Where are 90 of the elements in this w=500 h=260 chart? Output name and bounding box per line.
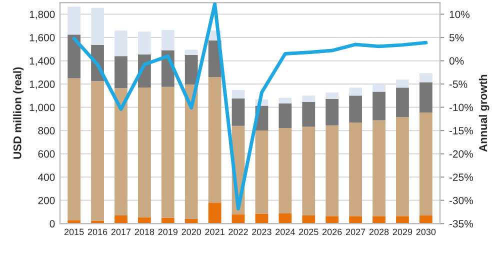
bar bbox=[138, 88, 151, 218]
bar bbox=[396, 116, 409, 216]
y-tick-label: 600 bbox=[38, 150, 55, 158]
y-tick-label: 400 bbox=[38, 174, 55, 181]
y-tick-label: 1,600 bbox=[30, 34, 55, 43]
x-tick-label: 2026 bbox=[322, 228, 342, 236]
bar bbox=[184, 54, 198, 85]
bar bbox=[68, 6, 81, 35]
bar bbox=[372, 120, 386, 216]
x-tick-label: 2021 bbox=[205, 228, 224, 236]
bar bbox=[161, 30, 174, 50]
y2-axis-title: Annual growth bbox=[478, 74, 490, 152]
bar bbox=[396, 216, 409, 224]
x-tick-label: 2017 bbox=[111, 228, 131, 236]
bar bbox=[114, 30, 128, 56]
x-tick-label: 2025 bbox=[299, 228, 318, 236]
bar bbox=[349, 122, 362, 216]
bar bbox=[161, 86, 174, 218]
x-tick-label: 2022 bbox=[228, 228, 248, 236]
bar bbox=[396, 88, 409, 117]
bar bbox=[114, 56, 128, 88]
y2-tick-label: -20% bbox=[449, 150, 473, 158]
bar bbox=[396, 80, 409, 88]
y-tick-label: 800 bbox=[38, 127, 55, 134]
bar bbox=[184, 50, 198, 55]
y2-tick-label: -25% bbox=[449, 174, 473, 181]
bar bbox=[278, 98, 292, 104]
y2-tick-label: -10% bbox=[449, 104, 473, 112]
bar bbox=[372, 92, 386, 120]
bar bbox=[255, 214, 268, 224]
bar bbox=[326, 216, 339, 224]
y-tick-label: 1,400 bbox=[30, 57, 55, 66]
bar bbox=[349, 88, 362, 96]
bar bbox=[372, 216, 386, 224]
bar bbox=[208, 77, 222, 203]
bar bbox=[302, 102, 316, 127]
bar bbox=[91, 8, 104, 46]
y-tick-label: 1,800 bbox=[30, 10, 55, 20]
bar bbox=[91, 81, 104, 221]
x-tick-label: 2029 bbox=[392, 228, 412, 236]
y-axis-title: USD million (real) bbox=[13, 67, 24, 159]
x-tick-label: 2023 bbox=[252, 228, 272, 236]
bar bbox=[232, 98, 245, 126]
x-tick-label: 2020 bbox=[182, 228, 202, 236]
y-tick-label: 1,000 bbox=[30, 104, 55, 112]
bar bbox=[114, 88, 128, 216]
bar bbox=[138, 32, 151, 54]
bar bbox=[232, 90, 245, 99]
y2-tick-label: -30% bbox=[449, 196, 473, 204]
bar bbox=[326, 125, 339, 216]
x-tick-label: 2027 bbox=[346, 228, 366, 236]
bar bbox=[326, 92, 339, 100]
line-series bbox=[72, 2, 428, 210]
bar bbox=[68, 34, 81, 78]
bar bbox=[114, 215, 128, 224]
bar bbox=[138, 217, 151, 224]
bar bbox=[372, 84, 386, 92]
bar bbox=[302, 215, 316, 224]
bar bbox=[419, 73, 432, 82]
bar bbox=[278, 213, 292, 224]
bar bbox=[349, 96, 362, 123]
bar bbox=[68, 78, 81, 220]
bar bbox=[349, 216, 362, 224]
y-tick-label: 200 bbox=[38, 196, 55, 204]
y2-tick-label: -15% bbox=[449, 127, 473, 134]
bar bbox=[184, 84, 198, 219]
y2-tick-label: 10% bbox=[450, 10, 470, 18]
bar bbox=[278, 128, 292, 214]
x-tick-label: 2030 bbox=[416, 228, 436, 236]
bar bbox=[255, 130, 268, 214]
x-tick-label: 2015 bbox=[64, 228, 84, 236]
bar bbox=[419, 82, 432, 113]
bar bbox=[326, 99, 339, 126]
x-tick-label: 2028 bbox=[369, 228, 389, 236]
bar bbox=[419, 112, 432, 216]
y-tick-label: 1,200 bbox=[30, 80, 55, 90]
bar bbox=[302, 126, 316, 216]
x-tick-label: 2019 bbox=[158, 228, 178, 236]
bar bbox=[278, 103, 292, 128]
bar bbox=[208, 202, 222, 224]
bar bbox=[419, 215, 432, 224]
x-tick-label: 2016 bbox=[88, 228, 108, 236]
y2-tick-label: 0% bbox=[449, 57, 464, 65]
x-tick-label: 2018 bbox=[134, 228, 154, 236]
y2-tick-label: 5% bbox=[449, 34, 464, 42]
x-tick-label: 2024 bbox=[276, 228, 295, 236]
y-tick-label: 0 bbox=[50, 220, 55, 228]
y2-tick-label: -5% bbox=[449, 80, 468, 88]
bar bbox=[302, 96, 316, 102]
y2-tick-label: -35% bbox=[449, 220, 473, 228]
